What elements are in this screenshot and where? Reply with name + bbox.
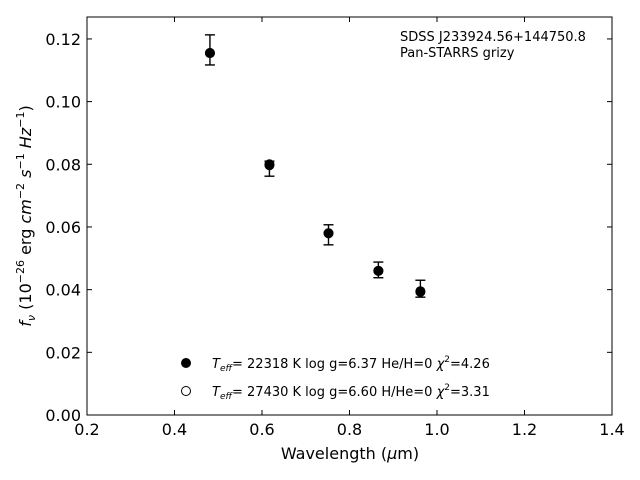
model-point-filled [204,48,215,59]
y-tick-label: 0.00 [45,406,81,425]
model-point-filled [373,265,384,276]
annotation-photometry: Pan-STARRS grizy [400,46,515,61]
annotation-object: SDSS J233924.56+144750.8 [400,30,586,45]
x-axis-label: Wavelength (μm) [281,444,419,463]
x-tick-label: 0.2 [74,420,99,439]
marks-layer [204,34,426,298]
y-tick-label: 0.10 [45,93,81,112]
legend-label-2: Teff= 27430 K log g=6.60 H/He=0 χ2=3.31 [212,383,490,402]
x-tick-label: 1.2 [512,420,537,439]
model-point-filled [323,228,334,239]
x-tick-label: 1.0 [424,420,449,439]
x-tick-label: 0.4 [162,420,187,439]
legend-marker-filled [181,358,191,368]
model-point-filled [264,159,275,170]
legend-label-1: Teff= 22318 K log g=6.37 He/H=0 χ2=4.26 [212,355,490,374]
y-tick-label: 0.02 [45,343,81,362]
ticks-layer: 0.2 0.4 0.6 0.8 1.0 1.2 1.4 0.00 0.02 0.04 0.06 0.0… [45,17,625,439]
y-axis-label: fν (10−26 erg cm−2 s−1 Hz−1) [14,105,38,326]
y-tick-label: 0.08 [45,155,81,174]
plot-frame [86,16,613,416]
y-tick-label: 0.12 [45,30,81,49]
x-tick-label: 0.8 [337,420,362,439]
model-point-filled [415,286,426,297]
legend: Teff= 22318 K log g=6.37 He/H=0 χ2=4.26 … [181,355,490,402]
x-tick-label: 0.6 [249,420,274,439]
x-tick-label: 1.4 [599,420,624,439]
y-tick-label: 0.06 [45,218,81,237]
y-tick-label: 0.04 [45,281,81,300]
legend-marker-open [181,386,191,396]
